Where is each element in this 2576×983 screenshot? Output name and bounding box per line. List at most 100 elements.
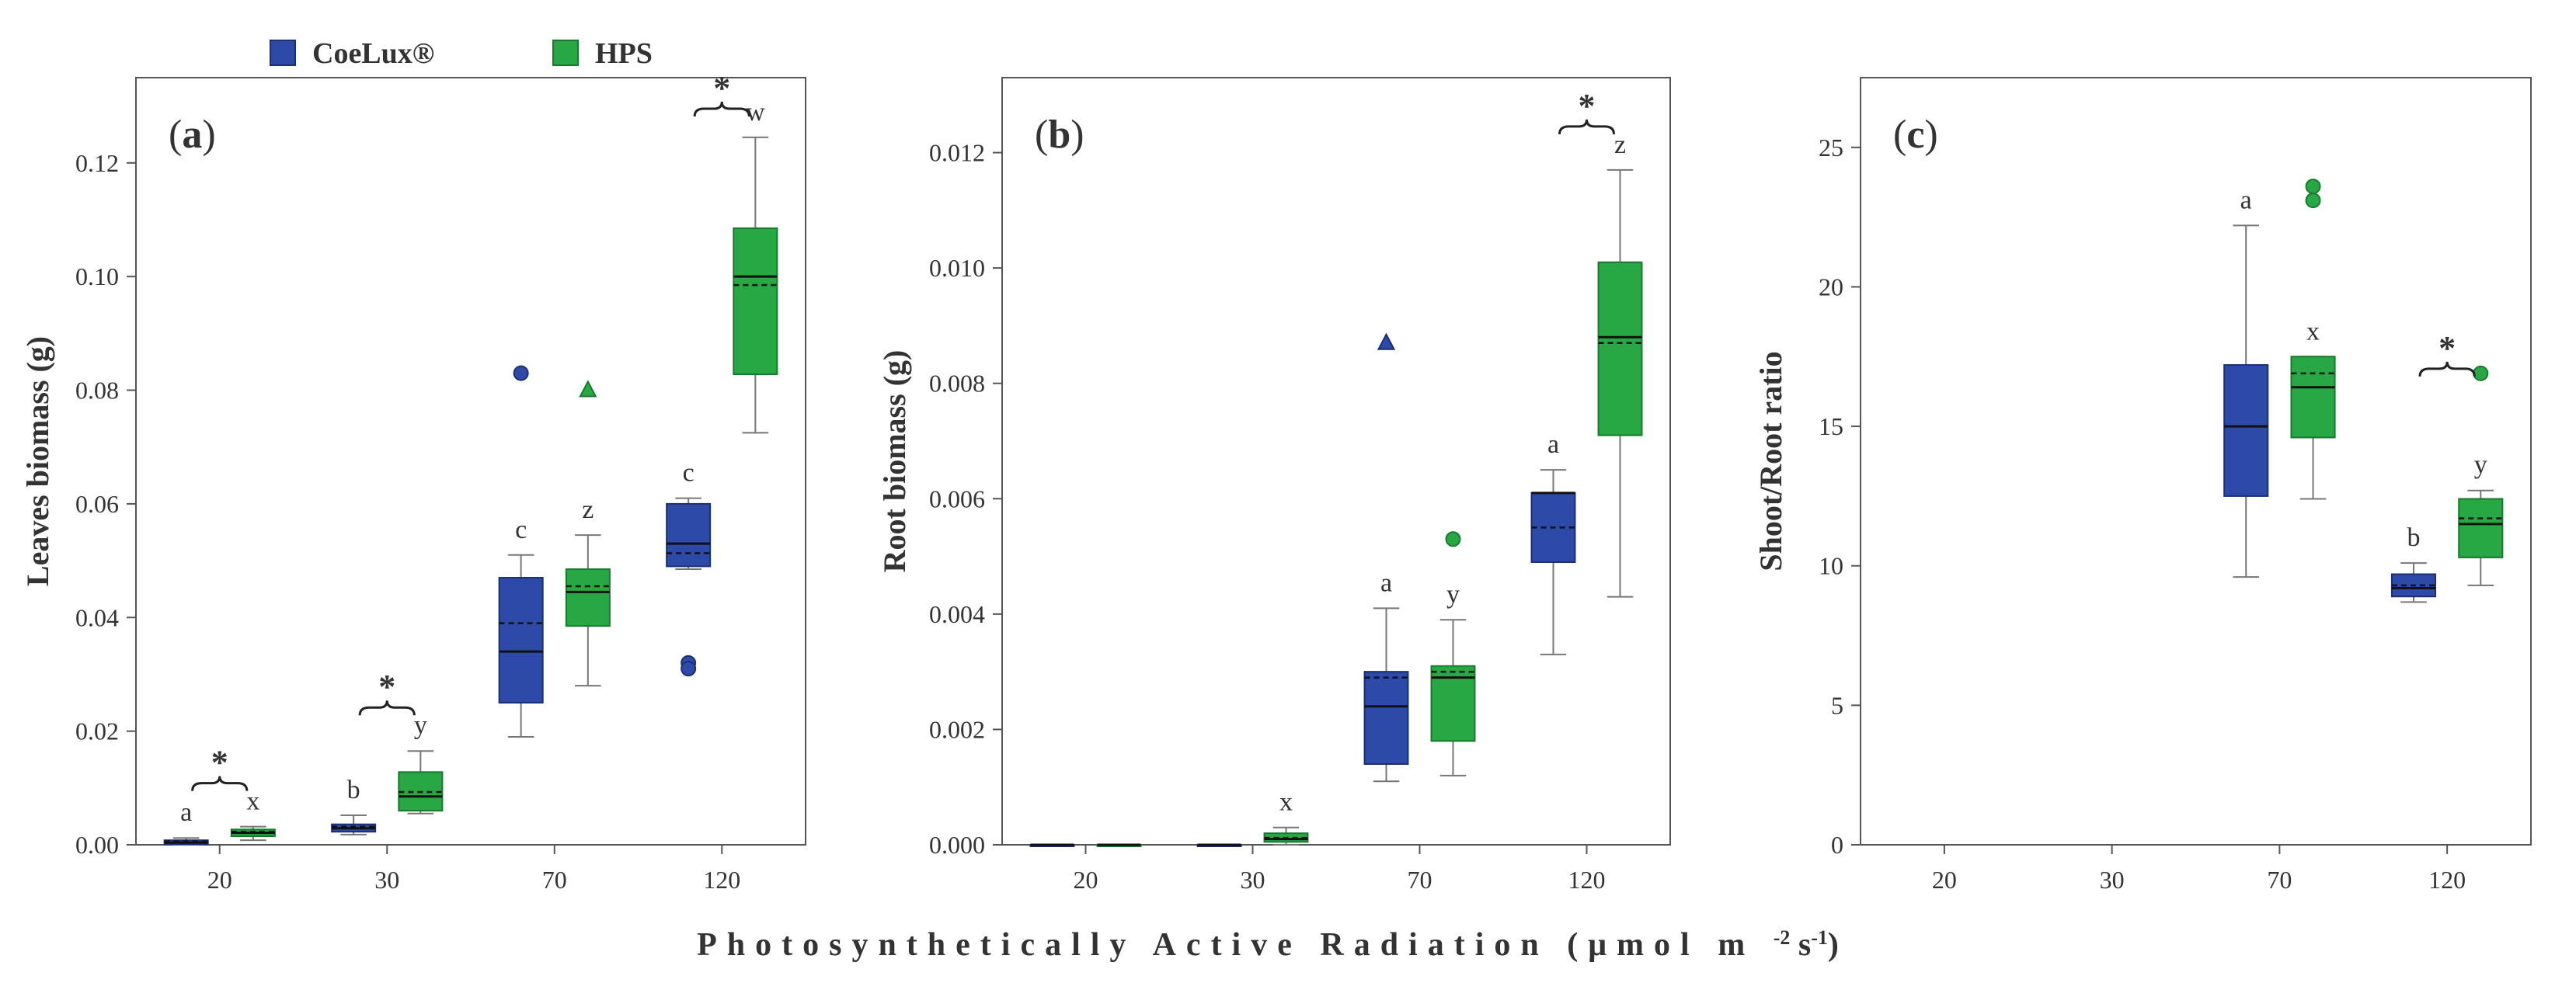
group-letter: z xyxy=(1614,130,1626,159)
y-tick-label: 0.10 xyxy=(75,262,119,290)
significance-star: * xyxy=(378,668,395,706)
panel-tag-paren: ( xyxy=(169,113,182,157)
group-letter: a xyxy=(1547,430,1559,459)
y-tick-label: 0.004 xyxy=(929,600,985,628)
box-body xyxy=(2458,498,2504,558)
group-letter: b xyxy=(2407,523,2420,552)
panel-tag-paren: ) xyxy=(1070,113,1084,157)
box-coelux-120: a xyxy=(1530,430,1576,655)
box-hps-30: y xyxy=(398,711,444,815)
y-tick-label: 0.002 xyxy=(929,715,985,743)
x-tick-label: 20 xyxy=(207,866,232,894)
x-tick-label: 120 xyxy=(1568,866,1606,894)
box-body xyxy=(733,227,778,376)
y-tick-label: 0.08 xyxy=(75,377,119,405)
box-hps-70: z xyxy=(565,380,611,687)
outlier-triangle xyxy=(1377,332,1396,350)
y-tick-label: 5 xyxy=(1831,691,1843,719)
plot-frame xyxy=(135,77,806,846)
x-tick-label: 20 xyxy=(1074,866,1098,894)
x-tick-label: 120 xyxy=(703,866,740,894)
box-body xyxy=(2290,356,2336,439)
x-tick-label: 30 xyxy=(1241,866,1265,894)
y-tick-label: 0.012 xyxy=(929,139,985,167)
significance-bracket xyxy=(693,101,750,117)
y-tick-label: 0.04 xyxy=(75,603,119,631)
y-tick-label: 0.006 xyxy=(929,485,985,512)
group-letter: c xyxy=(683,459,694,488)
group-letter: y xyxy=(414,711,427,740)
panel-b: 0.000 0.002 0.004 0.006 0.008 0.010 0.012 20 30 7… xyxy=(877,77,1671,894)
x-tick-label: 30 xyxy=(2100,866,2125,894)
y-tick-label: 20 xyxy=(1819,273,1843,300)
y-tick-label: 15 xyxy=(1819,412,1843,440)
significance-star: * xyxy=(1579,87,1596,125)
box-body xyxy=(1363,671,1409,766)
y-tick-label: 25 xyxy=(1819,134,1843,162)
panel-tag-paren: ) xyxy=(1924,113,1937,157)
box-body xyxy=(1597,261,1643,436)
legend: CoeLux® HPS xyxy=(270,37,653,70)
x-axis-label-main: Photosynthetically Active Radiation (μmo… xyxy=(697,927,1755,963)
x-tick-label: 120 xyxy=(2428,866,2466,894)
group-letter: c xyxy=(515,516,527,544)
group-letter: x xyxy=(2306,317,2320,346)
y-axis-label: Shoot/Root ratio xyxy=(1753,351,1788,571)
y-axis-label: Leaves biomass (g) xyxy=(20,336,55,586)
box-hps-120: y xyxy=(2458,365,2504,586)
box-coelux-20 xyxy=(1029,843,1075,847)
box-hps-30: x xyxy=(1263,788,1309,846)
box-coelux-70: a xyxy=(1363,332,1409,783)
y-tick-label: 0.12 xyxy=(75,149,119,177)
x-axis-unit-superscript: -1 xyxy=(1811,926,1828,949)
y-tick-label: 0.000 xyxy=(929,831,985,859)
significance-bracket xyxy=(191,776,249,791)
panel-tag: (b) xyxy=(1035,113,1084,157)
x-tick-label: 70 xyxy=(1408,866,1432,894)
panel-tag-letter: b xyxy=(1048,113,1070,157)
y-tick-label: 0.010 xyxy=(929,254,985,282)
x-axis-unit-text: ) xyxy=(1828,927,1839,963)
panel-tag: (c) xyxy=(1893,113,1938,157)
panel-tag-letter: c xyxy=(1906,113,1924,157)
significance-star: * xyxy=(2438,329,2456,367)
legend-swatch xyxy=(552,40,579,66)
y-tick-label: 0.008 xyxy=(929,370,985,398)
legend-swatch xyxy=(270,40,296,66)
significance-star: * xyxy=(211,744,228,782)
y-axis-label: Root biomass (g) xyxy=(877,350,912,573)
outlier-circle xyxy=(681,661,697,677)
outlier-circle xyxy=(1445,531,1461,547)
y-tick-label: 0.06 xyxy=(75,490,119,518)
group-letter: z xyxy=(582,495,594,524)
box-body xyxy=(2223,364,2269,497)
y-tick-label: 0 xyxy=(1831,831,1843,859)
panel-a: 0.00 0.02 0.04 0.06 0.08 0.10 0.12 20 30 70 120 Lea… xyxy=(20,69,806,894)
panel-tag-paren: ( xyxy=(1893,113,1906,157)
box-hps-120: w xyxy=(733,98,778,434)
box-body xyxy=(498,577,544,704)
box-hps-70: y xyxy=(1430,531,1476,776)
x-tick-label: 70 xyxy=(2267,866,2292,894)
panel-tag: (a) xyxy=(169,113,216,157)
box-hps-70: x xyxy=(2290,179,2336,500)
outlier-circle xyxy=(513,365,529,381)
outlier-triangle xyxy=(579,380,597,398)
panel-tag-letter: a xyxy=(182,113,202,157)
x-axis-unit-text: s xyxy=(1790,927,1811,963)
significance-star: * xyxy=(713,69,730,107)
x-axis-unit-superscript: -2 xyxy=(1774,926,1791,949)
box-coelux-70: a xyxy=(2223,186,2269,578)
group-letter: x xyxy=(246,787,259,816)
box-hps-120: z xyxy=(1597,130,1643,598)
plot-frame xyxy=(1001,77,1671,846)
group-letter: a xyxy=(180,798,192,827)
box-coelux-20: a xyxy=(163,798,209,846)
group-letter: a xyxy=(1380,568,1392,597)
x-tick-label: 30 xyxy=(374,866,399,894)
box-coelux-70: c xyxy=(498,365,544,738)
box-body xyxy=(666,502,712,568)
box-hps-20: x xyxy=(230,787,276,842)
y-tick-label: 0.02 xyxy=(75,717,119,745)
box-hps-20 xyxy=(1096,843,1142,847)
